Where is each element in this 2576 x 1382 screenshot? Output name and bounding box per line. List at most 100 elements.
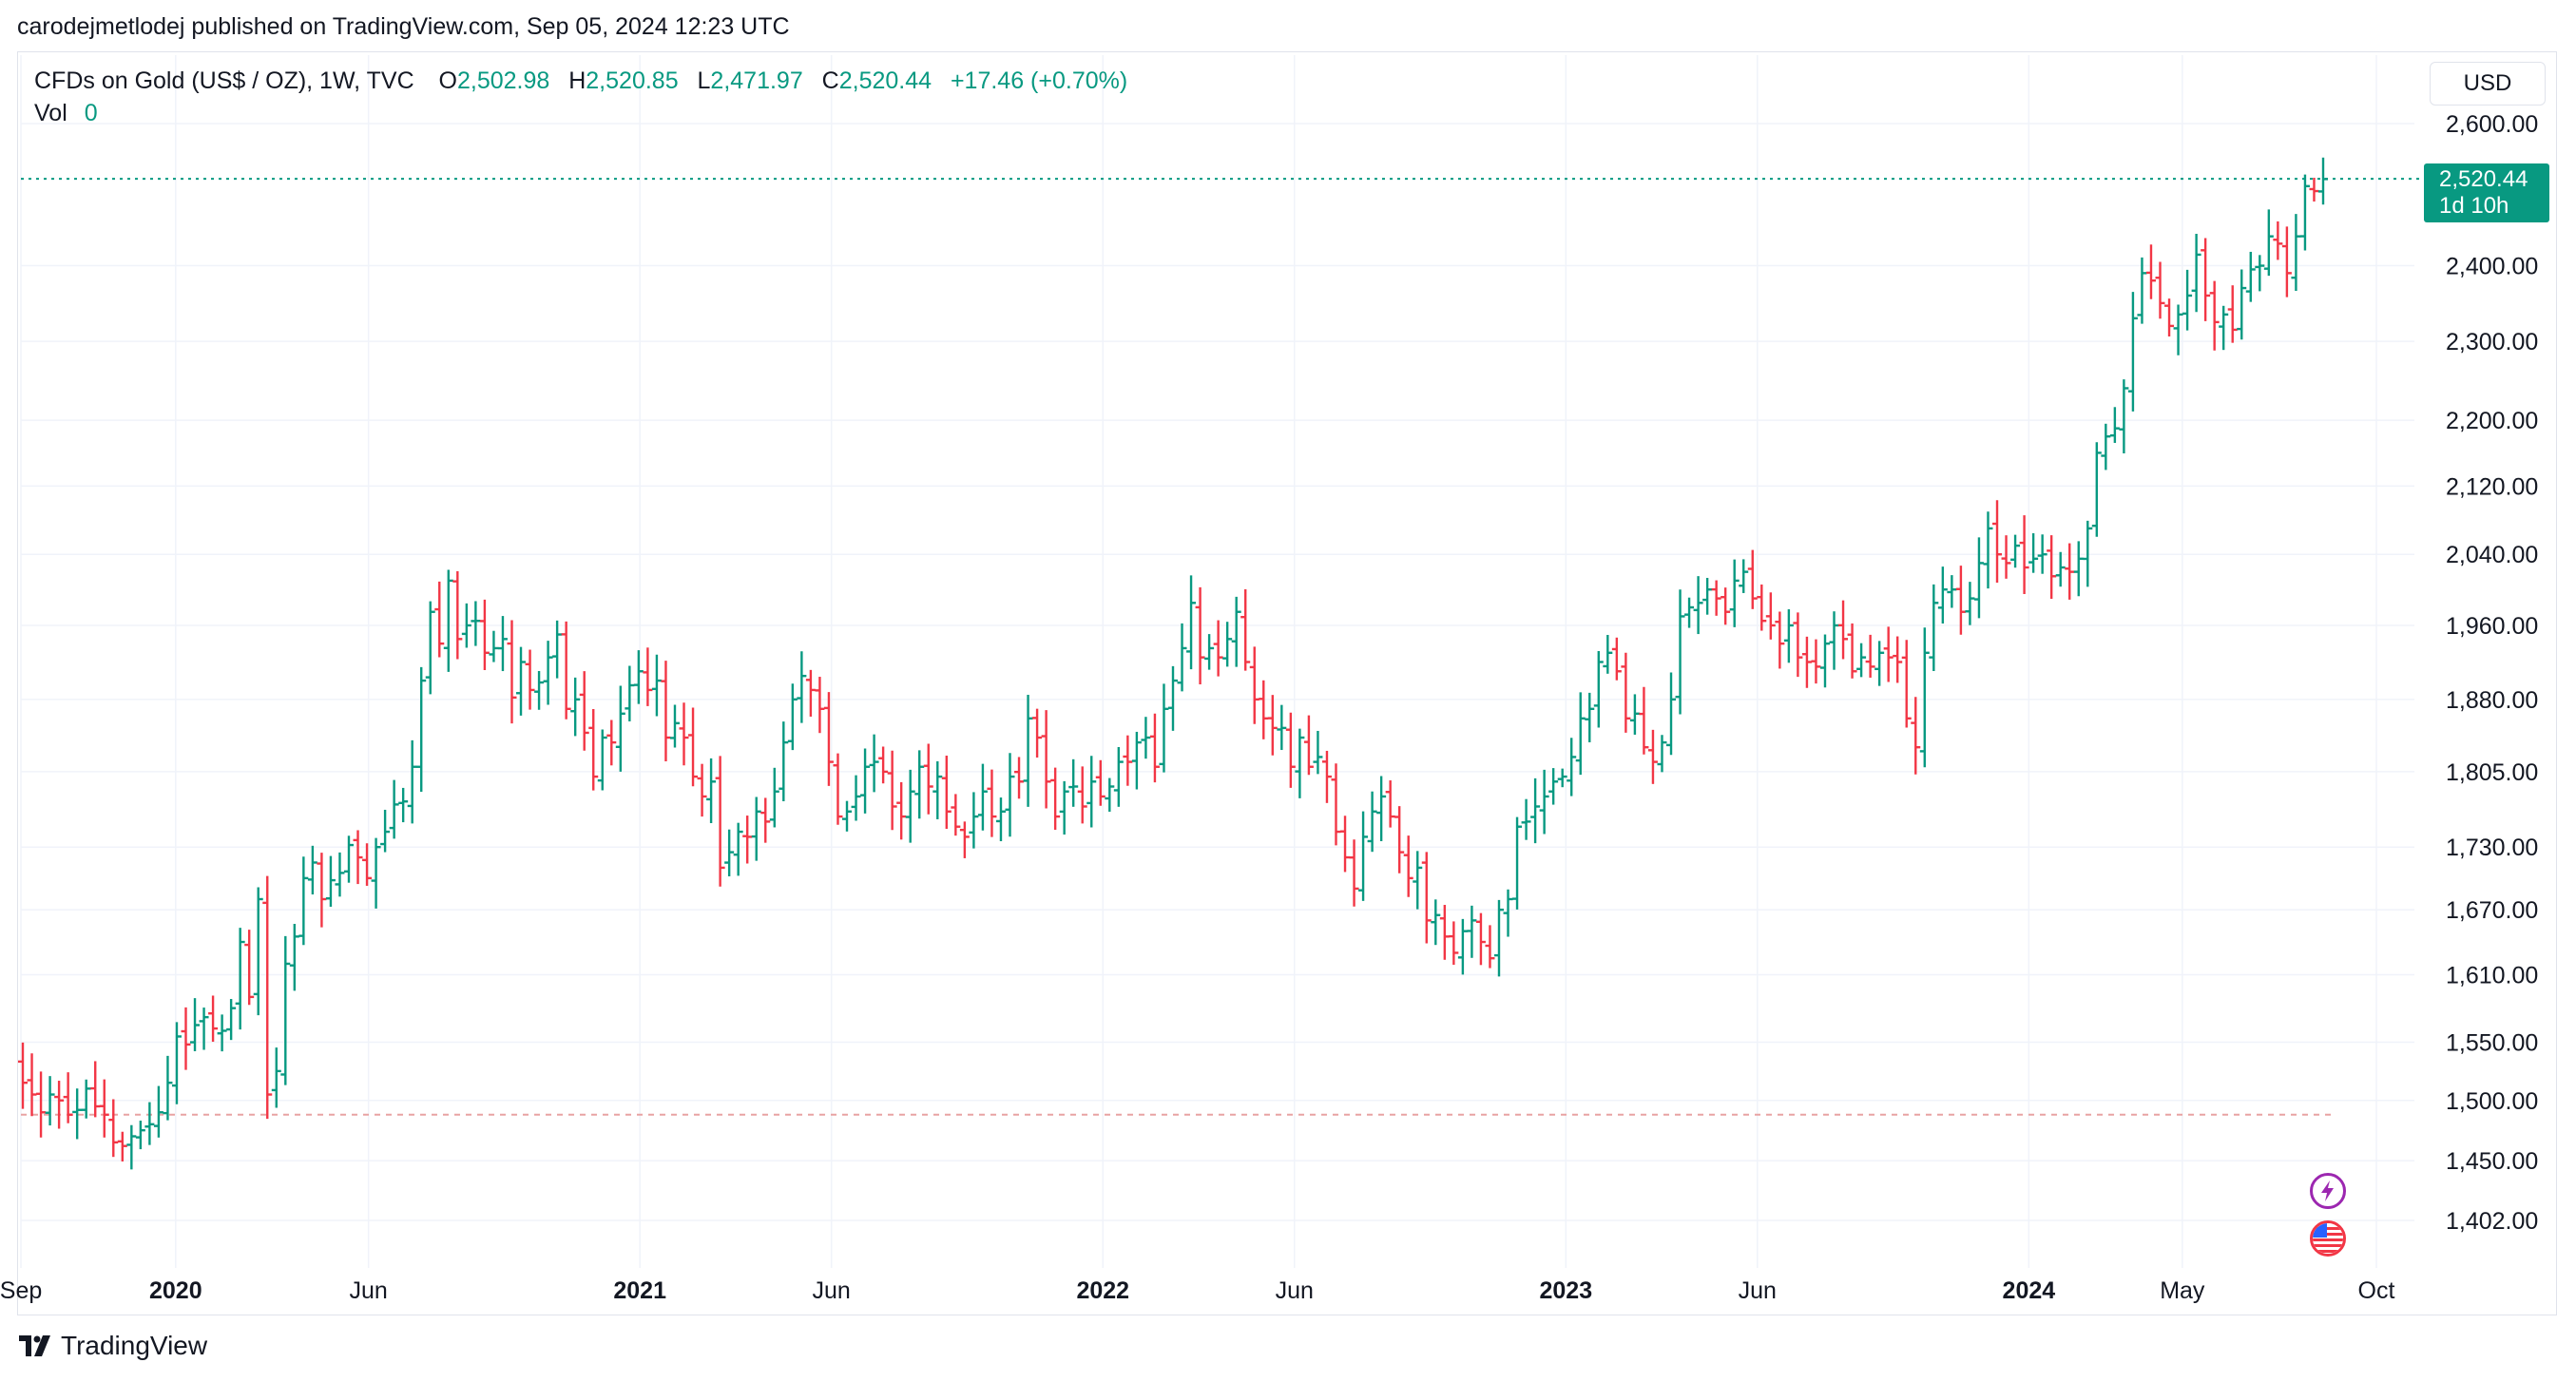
ohlc-bar[interactable] — [1023, 695, 1033, 807]
ohlc-bar[interactable] — [371, 837, 381, 909]
ohlc-bar[interactable] — [163, 1055, 173, 1121]
ohlc-bar[interactable] — [63, 1072, 73, 1123]
ohlc-bar[interactable] — [1467, 905, 1477, 958]
ohlc-bar[interactable] — [1711, 580, 1721, 616]
ohlc-bar[interactable] — [271, 1047, 281, 1108]
currency-button[interactable]: USD — [2430, 62, 2546, 106]
ohlc-bar[interactable] — [1675, 589, 1685, 715]
ohlc-bar[interactable] — [262, 875, 273, 1120]
ohlc-bar[interactable] — [724, 829, 735, 876]
ohlc-bar[interactable] — [45, 1076, 55, 1126]
ohlc-bar[interactable] — [987, 769, 997, 837]
ohlc-bar[interactable] — [99, 1079, 109, 1138]
ohlc-bar[interactable] — [633, 650, 644, 704]
ohlc-bar[interactable] — [253, 887, 263, 1016]
ohlc-bar[interactable] — [1657, 735, 1667, 773]
ohlc-bar[interactable] — [706, 758, 717, 823]
ohlc-bar[interactable] — [298, 856, 309, 946]
ohlc-bar[interactable] — [434, 581, 445, 658]
ohlc-bar[interactable] — [661, 661, 671, 762]
ohlc-bar[interactable] — [1123, 735, 1133, 786]
ohlc-bar[interactable] — [1512, 816, 1523, 910]
ohlc-bar[interactable] — [1929, 584, 1939, 672]
ohlc-bar[interactable] — [534, 670, 545, 710]
ohlc-bar[interactable] — [471, 601, 481, 646]
lightning-icon[interactable] — [2310, 1173, 2346, 1209]
ohlc-bar[interactable] — [452, 571, 463, 660]
ohlc-bar[interactable] — [932, 760, 943, 819]
ohlc-bar[interactable] — [27, 1053, 37, 1117]
ohlc-bar[interactable] — [1639, 686, 1649, 755]
ohlc-bar[interactable] — [1376, 776, 1387, 841]
ohlc-bar[interactable] — [805, 669, 816, 717]
ohlc-bar[interactable] — [362, 843, 373, 886]
ohlc-bar[interactable] — [1449, 921, 1459, 966]
ohlc-bar[interactable] — [108, 1099, 119, 1158]
ohlc-bar[interactable] — [2255, 255, 2265, 292]
ohlc-bar[interactable] — [625, 665, 635, 721]
ohlc-bar[interactable] — [869, 734, 879, 793]
ohlc-bar[interactable] — [81, 1079, 91, 1119]
ohlc-bar[interactable] — [552, 620, 563, 679]
ohlc-bar[interactable] — [914, 750, 925, 819]
ohlc-bar[interactable] — [2137, 257, 2147, 324]
ohlc-bar[interactable] — [1403, 835, 1413, 897]
ohlc-bar[interactable] — [2101, 423, 2111, 470]
ohlc-bar[interactable] — [1041, 710, 1051, 809]
ohlc-bar[interactable] — [2155, 261, 2165, 319]
ohlc-bar[interactable] — [2164, 298, 2175, 337]
ohlc-bar[interactable] — [561, 621, 571, 720]
ohlc-bar[interactable] — [398, 787, 409, 823]
ohlc-bar[interactable] — [289, 924, 299, 991]
ohlc-bar[interactable] — [380, 809, 391, 853]
ohlc-bar[interactable] — [751, 797, 761, 861]
ohlc-bar[interactable] — [2127, 292, 2138, 412]
ohlc-bar[interactable] — [787, 683, 798, 751]
ohlc-bar[interactable] — [1702, 578, 1713, 615]
ohlc-bar[interactable] — [1937, 566, 1948, 624]
ohlc-bar[interactable] — [1684, 597, 1695, 628]
ohlc-bar[interactable] — [1757, 584, 1767, 631]
ohlc-bar[interactable] — [1249, 646, 1259, 724]
ohlc-bar[interactable] — [54, 1081, 65, 1129]
ohlc-bar[interactable] — [1721, 587, 1731, 625]
ohlc-bar[interactable] — [543, 641, 553, 705]
ohlc-bar[interactable] — [2028, 533, 2039, 573]
ohlc-bar[interactable] — [1801, 636, 1812, 688]
ohlc-bar[interactable] — [1811, 639, 1821, 684]
ohlc-bar[interactable] — [2237, 269, 2247, 340]
ohlc-bar[interactable] — [1829, 611, 1839, 670]
ohlc-bar[interactable] — [497, 616, 508, 672]
ohlc-bar[interactable] — [833, 753, 843, 825]
ohlc-bar[interactable] — [2201, 238, 2211, 321]
ohlc-bar[interactable] — [2227, 285, 2238, 343]
ohlc-bar[interactable] — [615, 685, 625, 772]
ohlc-bar[interactable] — [679, 702, 689, 766]
ohlc-bar[interactable] — [2047, 535, 2057, 599]
ohlc-bar[interactable] — [1421, 852, 1432, 944]
ohlc-bar[interactable] — [2191, 233, 2201, 313]
ohlc-bar[interactable] — [1621, 652, 1631, 733]
ohlc-bar[interactable] — [2010, 534, 2021, 568]
ohlc-bar[interactable] — [2109, 407, 2120, 443]
ohlc-bar[interactable] — [606, 720, 617, 766]
ohlc-bar[interactable] — [1213, 620, 1223, 677]
ohlc-bar[interactable] — [1693, 576, 1703, 635]
ohlc-bar[interactable] — [1485, 925, 1495, 969]
ohlc-bar[interactable] — [2065, 543, 2075, 600]
ohlc-bar[interactable] — [1901, 640, 1912, 728]
us-flag-icon[interactable] — [2310, 1220, 2346, 1257]
ohlc-bar[interactable] — [1775, 611, 1785, 669]
ohlc-bar[interactable] — [1095, 759, 1105, 806]
ohlc-bar[interactable] — [1557, 768, 1567, 788]
ohlc-bar[interactable] — [1431, 899, 1441, 946]
ohlc-bar[interactable] — [235, 928, 245, 1030]
ohlc-bar[interactable] — [1893, 636, 1903, 683]
ohlc-bar[interactable] — [489, 630, 499, 662]
ohlc-bar[interactable] — [1149, 713, 1160, 783]
ohlc-bar[interactable] — [2318, 157, 2328, 205]
ohlc-bar[interactable] — [1439, 905, 1450, 960]
ohlc-bar[interactable] — [2273, 221, 2283, 260]
ohlc-bar[interactable] — [2263, 209, 2274, 277]
